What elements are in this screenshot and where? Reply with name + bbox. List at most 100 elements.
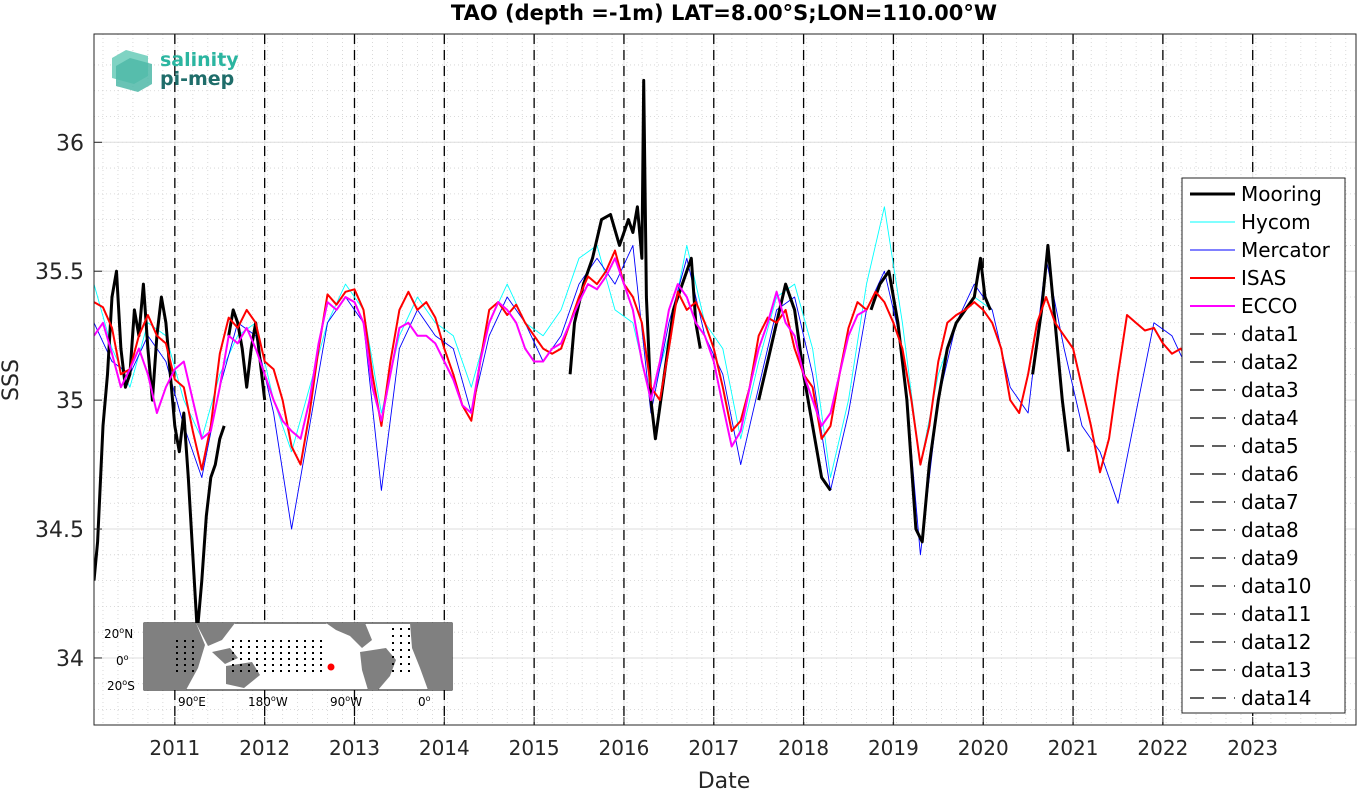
array-dot [192,664,194,666]
array-dot [184,658,186,660]
array-dot [248,664,250,666]
array-dot [240,646,242,648]
salinity-pimep-logo: salinity pi-mep [112,49,239,92]
series-mooring [757,282,832,492]
array-dot [232,646,234,648]
array-dot [304,652,306,654]
array-dot [272,640,274,642]
legend-label-data5: data5 [1241,434,1299,458]
series-mooring [1031,243,1071,452]
series-mooring [227,308,267,401]
plot-area [94,34,1356,725]
array-dot [248,640,250,642]
array-dot [392,670,394,672]
land-australia [226,662,260,688]
inset-lat-20n: 20oN [104,626,133,641]
array-dot [280,652,282,654]
inset-lat-0: 0o [116,653,129,668]
array-dot [400,649,402,651]
array-dot [304,658,306,660]
x-tick-label: 2019 [868,736,919,760]
array-dot [304,646,306,648]
legend-label-data9: data9 [1241,546,1299,570]
array-dot [232,664,234,666]
legend-label-data3: data3 [1241,378,1299,402]
land-asia [196,623,235,646]
array-dot [288,670,290,672]
array-dot [296,652,298,654]
array-dot [176,664,178,666]
array-dot [232,670,234,672]
x-tick-label: 2014 [419,736,470,760]
array-dot [280,658,282,660]
array-dot [320,652,322,654]
array-dot [312,640,314,642]
array-dot [312,670,314,672]
x-tick-label: 2011 [149,736,200,760]
array-dot [304,664,306,666]
array-dot [264,652,266,654]
array-dot [280,670,282,672]
array-dot [408,663,410,665]
y-tick-label: 35 [56,389,84,414]
mooring-array-dots [176,628,410,672]
legend-label-data1: data1 [1241,322,1299,346]
chart-title: TAO (depth =-1m) LAT=8.00°S;LON=110.00°W [451,1,997,25]
legend-box [1181,177,1346,714]
array-dot [312,652,314,654]
array-dot [256,652,258,654]
legend-label-data12: data12 [1241,630,1312,654]
inset-lat-20s: 20oS [107,678,135,693]
array-dot [400,635,402,637]
array-dot [296,664,298,666]
array-dot [176,646,178,648]
series-mooring [869,256,992,544]
array-dot [320,664,322,666]
array-dot [176,670,178,672]
array-dot [184,664,186,666]
array-dot [392,656,394,658]
array-dot [256,658,258,660]
array-dot [408,635,410,637]
inset-lon-90e: 90oE [178,694,206,709]
logo-line2: pi-mep [160,68,234,90]
array-dot [288,658,290,660]
array-dot [296,670,298,672]
array-dot [272,670,274,672]
array-dot [288,652,290,654]
series-mooring [94,269,226,634]
inset-map: 20oN 0o 20oS 90oE 180oW 90oW 0o [104,622,453,709]
legend-label-data13: data13 [1241,658,1312,682]
x-tick-label: 2017 [688,736,739,760]
array-dot [296,646,298,648]
array-dot [280,664,282,666]
array-dot [240,658,242,660]
array-dot [400,656,402,658]
array-dot [184,670,186,672]
array-dot [240,664,242,666]
inset-lon-90w: 90oW [330,694,362,709]
y-tick-label: 34.5 [35,518,84,543]
array-dot [264,664,266,666]
array-dot [392,635,394,637]
array-dot [184,646,186,648]
array-dot [280,640,282,642]
array-dot [392,628,394,630]
array-dot [392,642,394,644]
x-tick-label: 2015 [509,736,560,760]
array-dot [184,640,186,642]
array-dot [232,658,234,660]
axis-ticks: 2011 2012 2013 2014 2015 2016 2017 2018 2019 2020… [35,131,1278,760]
array-dot [312,664,314,666]
array-dot [272,664,274,666]
x-tick-label: 2021 [1048,736,1099,760]
inset-lon-0: 0o [418,694,431,709]
logo-line1: salinity [160,49,239,71]
array-dot [176,652,178,654]
array-dot [184,652,186,654]
array-dot [320,640,322,642]
array-dot [400,670,402,672]
inset-lon-180w: 180oW [248,694,288,709]
legend: Mooring Hycom Mercator ISAS ECCO data1 data2 da… [1181,177,1346,714]
series-layer [94,78,1209,634]
